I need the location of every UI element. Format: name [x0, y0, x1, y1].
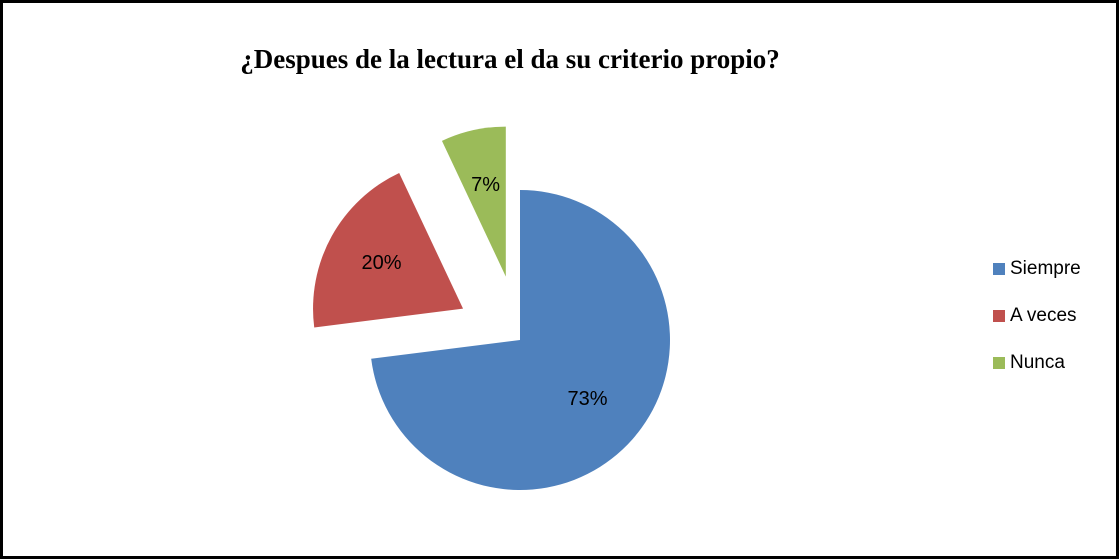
chart-title: ¿Despues de la lectura el da su criterio…	[240, 44, 779, 74]
pie-slice	[441, 126, 506, 277]
legend-label: A veces	[1010, 305, 1077, 326]
pie-slice	[371, 190, 670, 490]
legend-swatch	[993, 263, 1005, 275]
data-label: 20%	[362, 252, 402, 274]
data-label: 73%	[567, 388, 607, 410]
legend-swatch	[993, 357, 1005, 369]
pie-slice	[313, 172, 464, 328]
legend-label: Nunca	[1010, 352, 1065, 373]
data-label: 7%	[471, 174, 500, 196]
legend-swatch	[993, 310, 1005, 322]
legend-label: Siempre	[1010, 258, 1081, 279]
